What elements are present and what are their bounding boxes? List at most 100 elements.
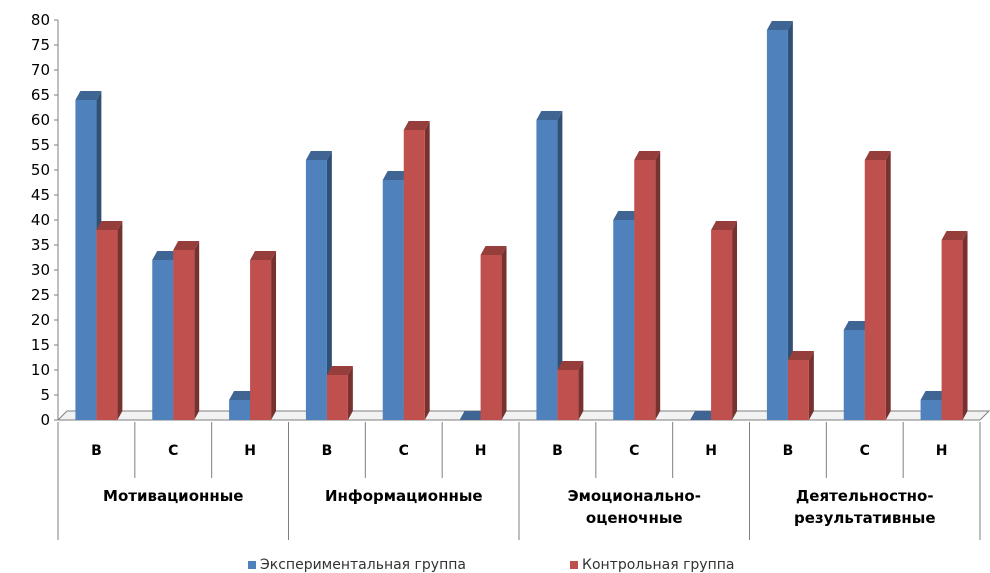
y-tick-label: 75 bbox=[31, 36, 50, 54]
bar-front bbox=[557, 370, 579, 420]
y-tick-label: 60 bbox=[31, 111, 50, 129]
y-tick-label: 70 bbox=[31, 61, 50, 79]
x-tick-label: Н bbox=[705, 443, 717, 459]
bar-top bbox=[613, 211, 640, 220]
chart-floor-plane bbox=[56, 410, 990, 421]
legend-swatch bbox=[570, 561, 578, 569]
bar-front bbox=[382, 180, 404, 420]
y-tick-label: 65 bbox=[31, 86, 50, 104]
y-tick-label: 5 bbox=[40, 386, 50, 404]
y-tick-label: 15 bbox=[31, 336, 50, 354]
legend: Экспериментальная группа Контрольная груп… bbox=[248, 557, 734, 573]
bar-control bbox=[787, 351, 814, 420]
bar-front bbox=[403, 130, 425, 420]
bars bbox=[75, 21, 968, 420]
legend-swatch bbox=[248, 561, 256, 569]
bar-front bbox=[864, 160, 886, 420]
bar-front bbox=[787, 360, 809, 420]
bar-control bbox=[250, 251, 277, 420]
bar-front bbox=[326, 375, 348, 420]
y-axis: 0 5 10 15 20 25 30 35 40 45 50 55 60 65 70 75 80 bbox=[31, 11, 59, 429]
bar-front bbox=[711, 230, 733, 420]
bar-front bbox=[152, 260, 174, 420]
bar-front bbox=[766, 30, 788, 420]
bar-control bbox=[711, 221, 738, 420]
bar-side bbox=[808, 351, 814, 420]
x-tick-label: В bbox=[91, 443, 102, 459]
x-tick-label: Н bbox=[244, 443, 256, 459]
bar-top bbox=[326, 366, 353, 375]
chart-floor bbox=[56, 410, 990, 421]
group-label: результативные bbox=[794, 509, 936, 527]
legend-item: Экспериментальная группа bbox=[248, 557, 466, 573]
bar-side bbox=[194, 241, 200, 420]
bar-side bbox=[962, 231, 968, 420]
group-label: Мотивационные bbox=[103, 487, 243, 505]
bar-top bbox=[459, 411, 486, 420]
bar-top bbox=[152, 251, 179, 260]
bar-control bbox=[96, 221, 123, 420]
category-table: В С Н В С Н В С Н В С Н Мотивационные Информационные Э… bbox=[57, 422, 981, 540]
y-tick-label: 25 bbox=[31, 286, 50, 304]
group-label: Эмоционально- bbox=[568, 487, 701, 505]
bar-front bbox=[173, 250, 195, 420]
bar-experimental bbox=[690, 411, 717, 420]
bar-top bbox=[634, 151, 661, 160]
y-tick-label: 0 bbox=[40, 411, 50, 429]
bar-front bbox=[941, 240, 963, 420]
bar-side bbox=[424, 121, 430, 420]
bar-top bbox=[382, 171, 409, 180]
y-tick-label: 10 bbox=[31, 361, 50, 379]
bar-top bbox=[941, 231, 968, 240]
bar-front bbox=[843, 330, 865, 420]
bar-top bbox=[711, 221, 738, 230]
bar-side bbox=[117, 221, 123, 420]
bar-top bbox=[403, 121, 430, 130]
bar-top bbox=[250, 251, 277, 260]
bar-top bbox=[480, 246, 507, 255]
y-tick-label: 50 bbox=[31, 161, 50, 179]
y-tick-label: 30 bbox=[31, 261, 50, 279]
bar-control bbox=[634, 151, 661, 420]
x-tick-label: Н bbox=[936, 443, 948, 459]
bar-control bbox=[403, 121, 430, 420]
bar-front bbox=[250, 260, 272, 420]
bar-top bbox=[920, 391, 947, 400]
bar-side bbox=[655, 151, 661, 420]
y-tick-label: 40 bbox=[31, 211, 50, 229]
bar-control bbox=[557, 361, 584, 420]
x-tick-label: Н bbox=[475, 443, 487, 459]
x-tick-label: С bbox=[399, 443, 409, 459]
x-tick-label: В bbox=[322, 443, 333, 459]
bar-side bbox=[732, 221, 738, 420]
group-label: оценочные bbox=[586, 509, 683, 527]
y-tick-label: 80 bbox=[31, 11, 50, 29]
bar-top bbox=[536, 111, 563, 120]
legend-item: Контрольная группа bbox=[570, 557, 734, 573]
bar-side bbox=[347, 366, 353, 420]
bar-experimental bbox=[459, 411, 486, 420]
y-tick-label: 20 bbox=[31, 311, 50, 329]
bar-front bbox=[480, 255, 502, 420]
bar-top bbox=[305, 151, 332, 160]
bar-side bbox=[326, 151, 332, 420]
bar-front bbox=[536, 120, 558, 420]
y-tick-label: 55 bbox=[31, 136, 50, 154]
bar-top bbox=[690, 411, 717, 420]
bar-side bbox=[501, 246, 507, 420]
bar-experimental bbox=[536, 111, 563, 420]
bar-top bbox=[766, 21, 793, 30]
group-label: Деятельностно- bbox=[796, 487, 934, 505]
bar-top bbox=[75, 91, 102, 100]
bar-front bbox=[920, 400, 942, 420]
y-tick-label: 35 bbox=[31, 236, 50, 254]
x-tick-label: В bbox=[552, 443, 563, 459]
bar-front bbox=[613, 220, 635, 420]
bar-side bbox=[271, 251, 277, 420]
bar-top bbox=[843, 321, 870, 330]
bar-front bbox=[75, 100, 97, 420]
legend-label: Контрольная группа bbox=[582, 557, 734, 573]
bar-control bbox=[864, 151, 891, 420]
bar-side bbox=[557, 111, 563, 420]
